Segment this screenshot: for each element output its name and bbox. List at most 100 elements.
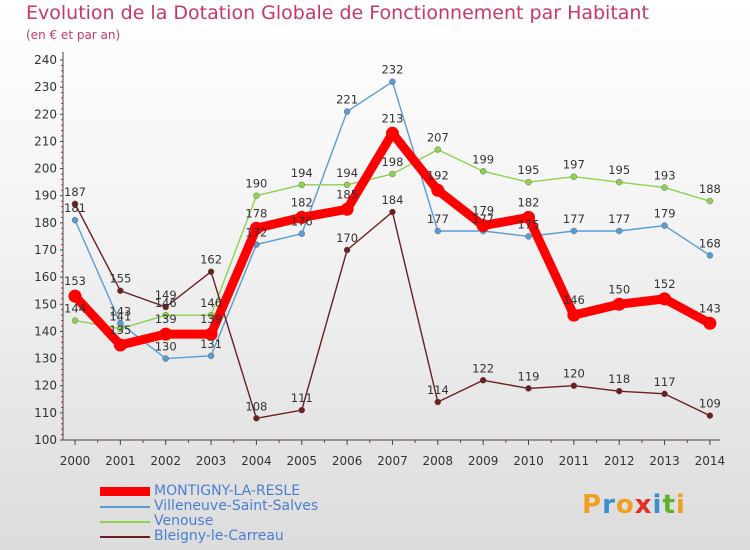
data-label: 152	[654, 277, 676, 291]
data-point	[476, 219, 490, 233]
logo-letter: r	[602, 490, 616, 520]
data-label: 181	[64, 201, 86, 215]
chart-axes: 100 110 120 130 140 150 160 170 180 190 200 210 220 2…	[34, 52, 725, 468]
data-point	[525, 385, 532, 392]
y-tick-label: 220	[34, 107, 57, 121]
data-point	[253, 192, 260, 199]
x-tick-label: 2002	[150, 454, 181, 468]
x-tick-label: 2010	[513, 454, 544, 468]
legend-swatch	[100, 520, 150, 523]
data-label: 130	[155, 340, 177, 354]
data-point	[253, 415, 260, 422]
y-tick-label: 170	[34, 243, 57, 257]
data-label: 185	[336, 187, 358, 201]
x-tick-label: 2001	[105, 454, 136, 468]
x-tick-label: 2007	[377, 454, 408, 468]
data-label: 195	[608, 163, 630, 177]
data-label: 177	[563, 212, 585, 226]
data-point	[570, 173, 578, 180]
data-label: 207	[427, 131, 449, 145]
x-tick-label: 2014	[695, 454, 726, 468]
data-point	[434, 398, 441, 406]
data-point	[522, 210, 535, 224]
data-label: 188	[699, 182, 721, 196]
data-label: 177	[427, 212, 449, 226]
data-label: 177	[608, 212, 630, 226]
data-label: 131	[200, 337, 222, 351]
y-tick-label: 140	[34, 324, 57, 338]
data-label: 141	[109, 310, 131, 324]
data-point	[434, 227, 441, 235]
data-point	[162, 355, 169, 362]
legend-label: Bleigny-le-Carreau	[154, 528, 284, 544]
logo-letter: i	[675, 490, 686, 520]
data-point	[68, 289, 82, 303]
data-label: 117	[654, 375, 676, 389]
chart-legend: MONTIGNY-LA-RESLE Villeneuve-Saint-Salves…	[100, 484, 318, 544]
proxiti-logo: Proxiti	[582, 490, 686, 520]
x-tick-label: 2000	[60, 454, 91, 468]
data-point	[479, 377, 487, 384]
data-label: 232	[381, 63, 403, 77]
data-label: 192	[427, 168, 449, 182]
data-label: 187	[64, 185, 86, 199]
data-point	[706, 252, 714, 259]
series-villeneuve-saint-salves	[71, 78, 714, 362]
y-tick-label: 100	[34, 433, 57, 447]
x-tick-label: 2005	[286, 454, 317, 468]
legend-label: Venouse	[154, 513, 214, 529]
series-bleigny-le-carreau	[71, 200, 714, 422]
chart-subtitle: (en € et par an)	[26, 28, 121, 42]
y-tick-label: 180	[34, 216, 57, 230]
data-label: 177	[472, 212, 494, 226]
data-point	[117, 325, 124, 332]
data-label: 120	[563, 367, 585, 381]
data-point	[570, 227, 578, 235]
data-label: 184	[381, 193, 403, 207]
data-label: 168	[699, 236, 721, 250]
data-point	[389, 170, 396, 178]
data-label: 153	[64, 274, 86, 288]
data-point	[162, 303, 169, 311]
legend-item: MONTIGNY-LA-RESLE	[100, 484, 318, 499]
data-point	[661, 184, 668, 191]
data-point	[612, 297, 626, 311]
data-point	[616, 387, 623, 395]
data-label: 178	[245, 206, 267, 220]
data-point	[340, 202, 354, 216]
data-point	[249, 221, 263, 235]
data-label: 175	[518, 217, 540, 231]
data-point	[389, 78, 396, 85]
data-label: 135	[109, 323, 131, 337]
data-label: 155	[109, 272, 131, 286]
data-label: 195	[518, 163, 540, 177]
data-label: 114	[427, 383, 449, 397]
legend-item: Bleigny-le-Carreau	[100, 529, 318, 544]
logo-letter: t	[662, 490, 676, 520]
data-label: 144	[64, 302, 86, 316]
data-point	[385, 126, 399, 140]
logo-letter: i	[652, 490, 663, 520]
data-point	[525, 178, 532, 186]
data-label: 119	[518, 369, 540, 383]
data-label: 150	[608, 282, 630, 296]
data-label: 146	[155, 296, 177, 310]
data-label: 176	[291, 215, 313, 229]
data-point	[389, 208, 396, 216]
data-point	[343, 246, 351, 254]
logo-letter: P	[582, 490, 603, 520]
data-label: 139	[155, 312, 177, 326]
x-tick-label: 2003	[196, 454, 227, 468]
data-point	[703, 316, 717, 330]
legend-swatch	[100, 487, 150, 496]
series-venouse	[71, 146, 714, 332]
data-label: 172	[245, 226, 267, 240]
data-point	[159, 327, 173, 341]
legend-swatch	[100, 535, 150, 538]
data-point	[204, 327, 218, 341]
data-label: 182	[291, 195, 313, 209]
data-label: 213	[381, 111, 403, 125]
data-label: 194	[291, 166, 313, 180]
y-tick-label: 210	[34, 134, 57, 148]
data-point	[207, 311, 215, 319]
